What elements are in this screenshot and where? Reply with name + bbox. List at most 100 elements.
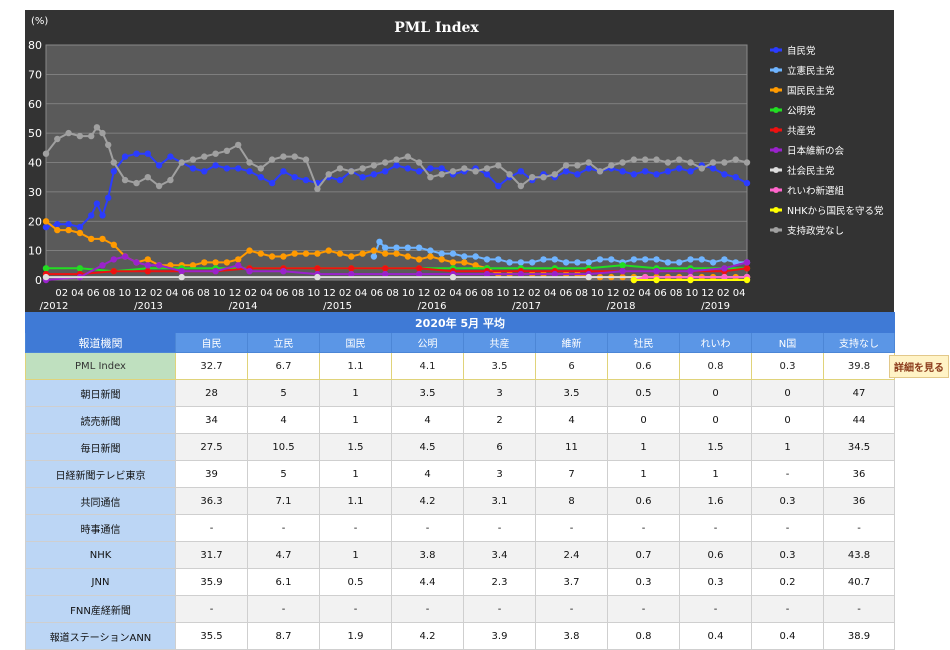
data-point: [438, 171, 445, 178]
x-tick-label: 06: [181, 288, 194, 299]
data-point: [483, 171, 491, 178]
data-point: [438, 250, 445, 257]
data-point: [709, 165, 717, 172]
column-header: 維新: [535, 332, 608, 353]
data-point: [653, 268, 660, 275]
value-cell: 40.7: [822, 568, 896, 596]
data-point: [268, 253, 276, 260]
value-cell: 0: [607, 406, 680, 434]
x-tick-label: 12: [512, 288, 525, 299]
data-point: [427, 174, 434, 181]
x-tick-label: 12: [229, 288, 242, 299]
table-row: 毎日新聞 27.5 10.5 1.5 4.5 6 11 1 1.5 1 34.5: [25, 433, 896, 461]
data-point: [133, 150, 140, 157]
legend-marker: [773, 167, 779, 173]
data-point: [529, 174, 536, 181]
value-cell: 0.5: [319, 568, 392, 596]
data-point: [449, 250, 457, 257]
value-cell: 34: [175, 406, 248, 434]
data-point: [721, 171, 728, 178]
x-tick-label: 02: [717, 288, 730, 299]
data-point: [93, 200, 101, 207]
value-cell: -: [175, 514, 248, 542]
data-point: [415, 265, 423, 272]
legend-label: れいわ新選組: [787, 185, 845, 197]
data-point: [359, 165, 366, 172]
x-tick-label: 12: [323, 288, 336, 299]
data-point: [212, 150, 219, 157]
value-cell: 3.5: [535, 379, 608, 407]
value-cell: 43.8: [822, 541, 896, 569]
value-cell: 3.4: [463, 541, 536, 569]
value-cell: 0.4: [751, 622, 824, 650]
legend-label: 共産党: [787, 125, 816, 137]
data-point: [76, 265, 84, 272]
value-cell: -: [535, 595, 608, 623]
data-point: [393, 156, 400, 163]
value-cell: 4: [535, 406, 608, 434]
data-point: [42, 273, 50, 281]
data-point: [676, 165, 683, 172]
data-point: [65, 129, 72, 137]
x-year-label: /2013: [134, 301, 163, 312]
pml-index-row: PML Index 32.7 6.7 1.1 4.1 3.5 6 0.6 0.8 0.3 39.8: [25, 352, 896, 380]
value-cell: -: [535, 514, 608, 542]
data-point: [698, 165, 705, 172]
data-point: [619, 159, 626, 166]
data-point: [427, 247, 434, 254]
source-name-cell: 読売新聞: [25, 406, 176, 434]
data-point: [743, 259, 751, 266]
data-point: [223, 259, 231, 266]
data-point: [472, 168, 479, 175]
data-point: [642, 256, 649, 263]
data-point: [653, 156, 660, 163]
x-tick-label: 04: [355, 288, 368, 299]
x-tick-label: 04: [733, 288, 746, 299]
value-cell: 3.8: [391, 541, 464, 569]
data-point: [619, 262, 626, 269]
x-tick-label: 06: [559, 288, 572, 299]
value-cell: 4: [391, 406, 464, 434]
value-cell: 1: [679, 460, 752, 488]
x-tick-label: 06: [87, 288, 100, 299]
value-cell: 1.5: [679, 433, 752, 461]
x-tick-label: 10: [591, 288, 604, 299]
data-point: [121, 153, 129, 160]
value-cell: 31.7: [175, 541, 248, 569]
source-name-cell: 報道ステーションANN: [25, 622, 176, 650]
data-point: [280, 253, 287, 260]
value-cell: 38.9: [822, 622, 896, 650]
source-name-cell: 日経新聞テレビ東京: [25, 460, 176, 488]
data-point: [99, 262, 106, 269]
data-point: [268, 156, 276, 163]
y-tick-label: 0: [35, 274, 42, 287]
x-tick-label: 12: [607, 288, 620, 299]
source-name-cell: FNN産経新聞: [25, 595, 176, 623]
y-tick-label: 40: [28, 157, 42, 170]
chart-panel: 0 10 20 30 40 50 60 70 80 PML Index (%) 02 04 06 08 10 1…: [25, 10, 894, 312]
column-header: 自民: [175, 332, 248, 353]
view-details-link[interactable]: 詳細を見る: [889, 355, 949, 378]
value-cell: 1: [319, 379, 392, 407]
data-point: [314, 185, 321, 193]
data-point: [291, 250, 298, 257]
data-point: [404, 153, 411, 160]
data-point: [653, 171, 660, 178]
data-point: [212, 268, 219, 275]
x-tick-label: 08: [386, 288, 399, 299]
value-cell: 8.7: [247, 622, 320, 650]
data-point: [642, 168, 649, 175]
column-header: N国: [751, 332, 824, 353]
legend-marker: [773, 127, 779, 133]
data-point: [415, 256, 423, 263]
table-row: 日経新聞テレビ東京 39 5 1 4 3 7 1 1-36: [25, 460, 896, 488]
y-tick-label: 50: [28, 127, 42, 140]
data-point: [585, 165, 592, 172]
data-point: [235, 262, 242, 269]
data-point: [359, 174, 366, 181]
data-point: [93, 124, 101, 131]
data-point: [743, 179, 751, 187]
value-cell: 1: [319, 406, 392, 434]
value-cell: 6.7: [247, 352, 320, 380]
data-point: [88, 235, 95, 243]
